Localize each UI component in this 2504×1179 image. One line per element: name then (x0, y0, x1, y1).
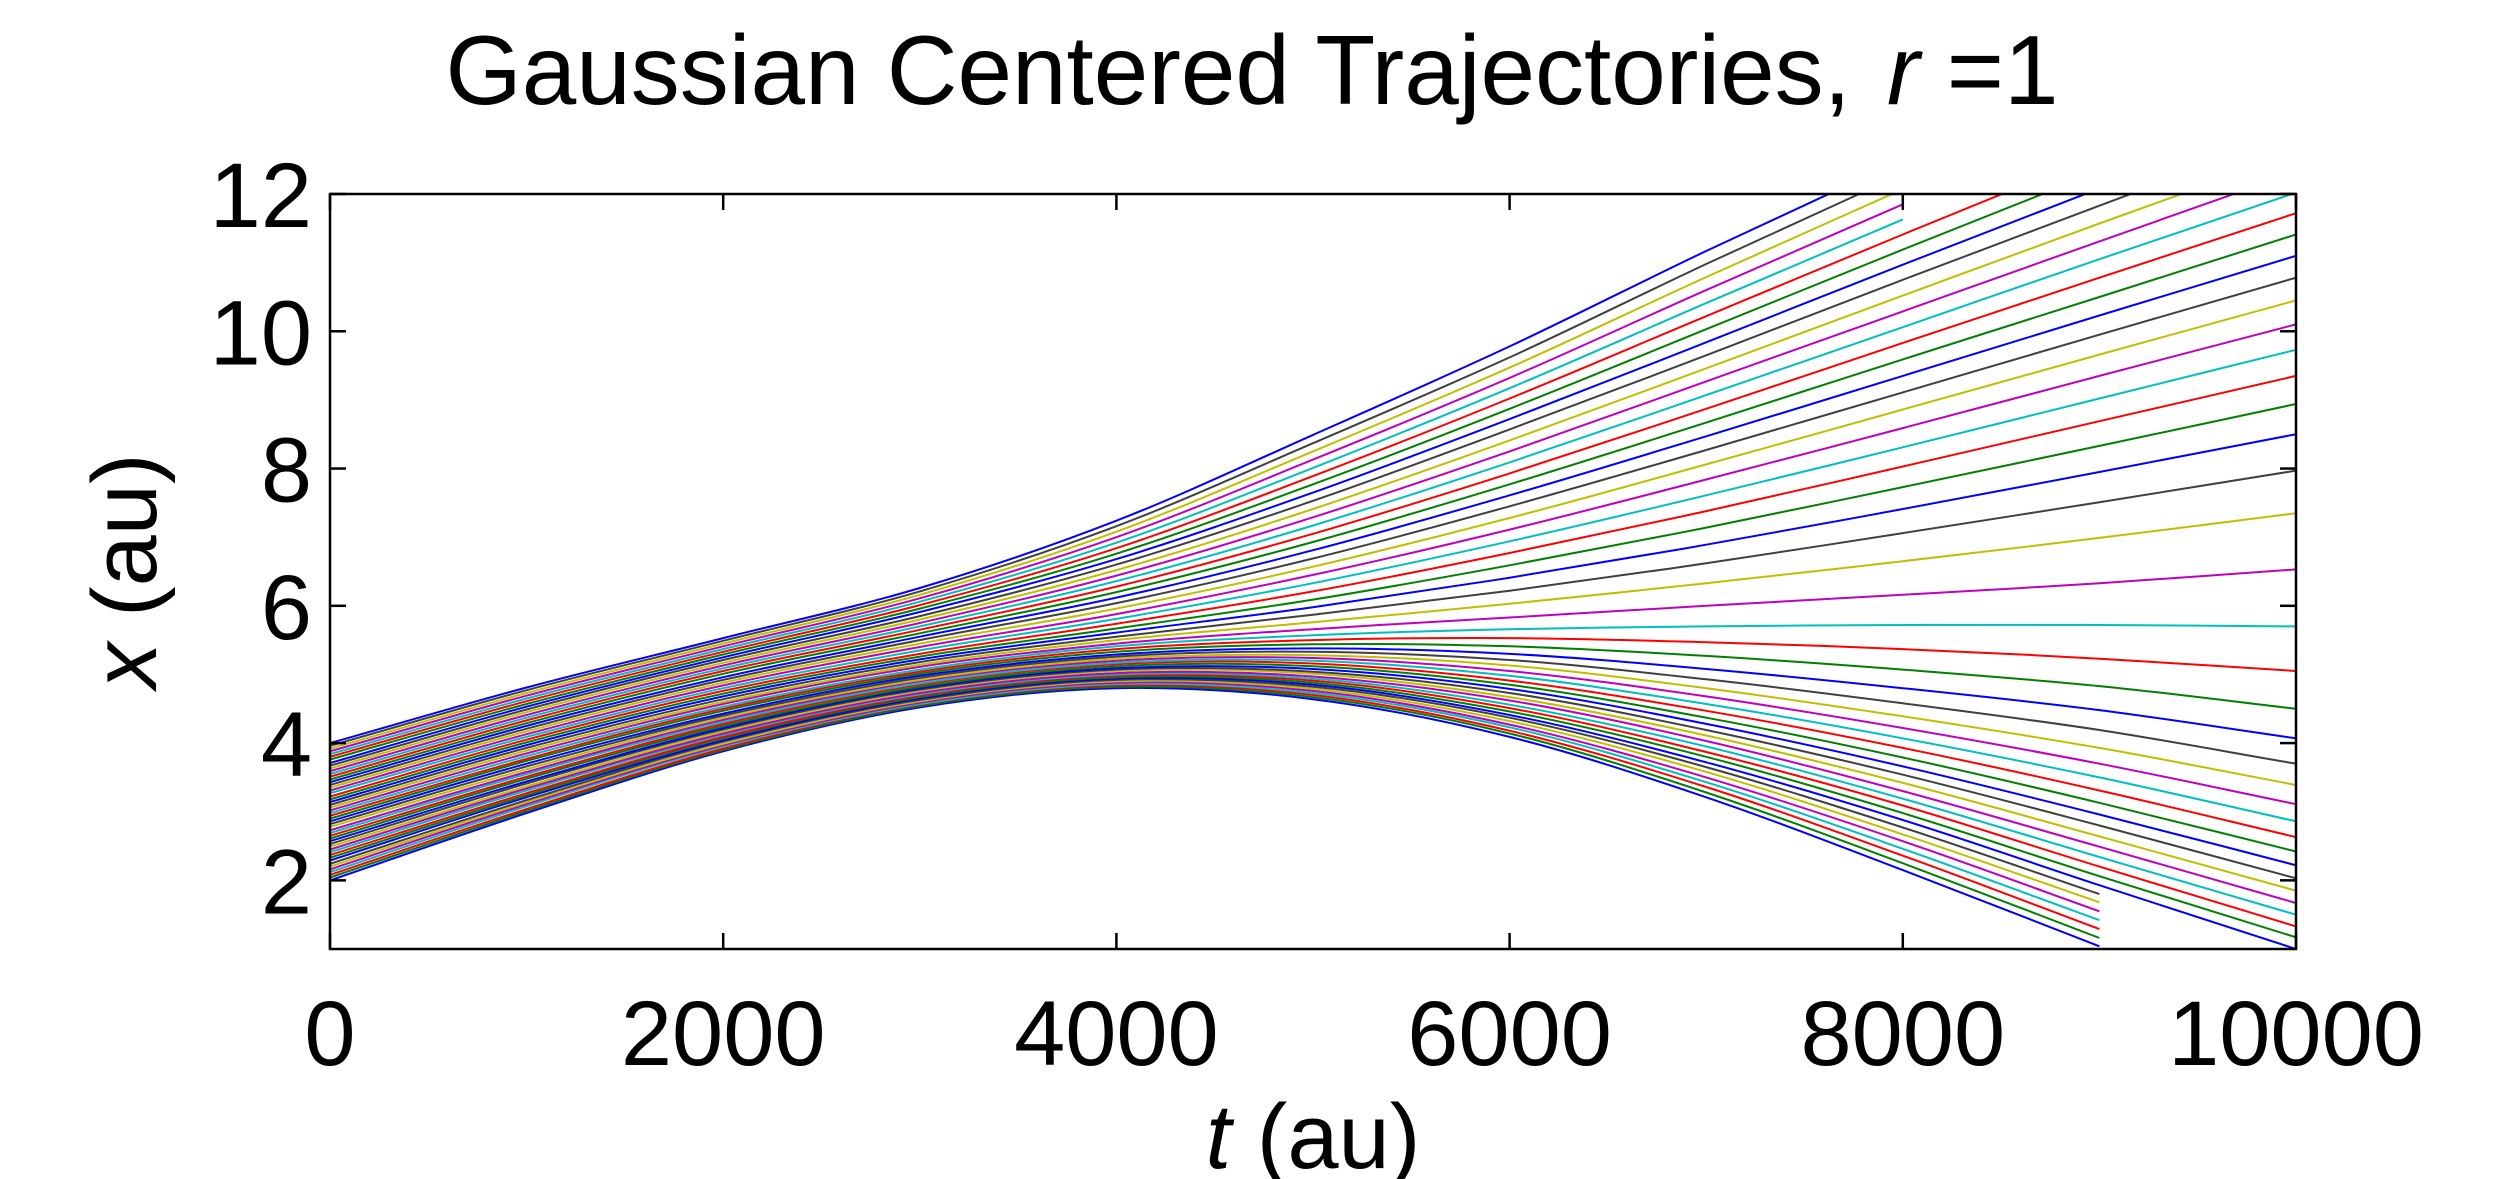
trajectory-line (330, 568, 2296, 812)
trajectory-line (330, 212, 2296, 778)
y-tick-label: 10 (210, 282, 312, 384)
ticks-layer: 0 2000 4000 6000 8000 10000 2 4 6 8 10 12 (210, 145, 2424, 1085)
trajectory-line (330, 194, 2185, 770)
trajectory-line (330, 668, 2296, 892)
y-axis-variable: x (74, 640, 176, 693)
trajectory-line (330, 323, 2296, 792)
trajectory-line (330, 433, 2296, 804)
trajectory-line (330, 194, 2005, 758)
trajectory-line (330, 650, 2296, 826)
trajectory-line (330, 662, 2296, 853)
trajectory-line (330, 656, 2296, 832)
x-tick-label: 8000 (1800, 983, 2005, 1085)
trajectory-line (330, 512, 2296, 809)
trajectory-line (330, 678, 2100, 896)
trajectory-line (330, 679, 2100, 904)
x-tick-label: 10000 (2168, 983, 2424, 1085)
trajectory-line (330, 666, 2296, 880)
trajectory-line (330, 194, 2046, 761)
y-tick-label: 2 (261, 831, 312, 933)
trajectory-line (330, 194, 2088, 764)
y-tick-label: 6 (261, 557, 312, 659)
trajectory-line (330, 684, 2100, 931)
chart-title-text: Gaussian Centered Trajectories, (446, 15, 1851, 125)
trajectory-line (330, 233, 2296, 781)
trajectory-line (330, 672, 2296, 916)
trajectory-line (330, 686, 2100, 948)
plot-frame (328, 192, 2298, 951)
trajectory-line (330, 647, 2296, 823)
trajectory-line (330, 194, 1895, 750)
trajectory-line (330, 403, 2296, 801)
chart-title: Gaussian Centered Trajectories, r =1 (446, 15, 2059, 125)
x-tick-label: 6000 (1407, 983, 1612, 1085)
series-layer (330, 194, 2296, 949)
trajectory-line (330, 374, 2296, 798)
x-tick-label: 0 (304, 983, 355, 1085)
trajectory-line (330, 653, 2296, 828)
trajectory-line (330, 299, 2296, 789)
trajectory-line (330, 660, 2296, 839)
x-tick-label: 2000 (621, 983, 826, 1085)
chart-title-variable: r (1887, 15, 1923, 125)
trajectory-line (330, 276, 2296, 786)
trajectory-line (330, 658, 2296, 834)
trajectory-line (330, 218, 1904, 756)
trajectory-line (330, 469, 2296, 806)
trajectory-line (330, 636, 2296, 817)
trajectory-line (330, 673, 2296, 928)
y-axis-unit: (au) (74, 453, 176, 642)
trajectory-line (330, 194, 1831, 745)
trajectory-line (330, 675, 2296, 939)
trajectory-line (330, 682, 2100, 922)
trajectory-line (330, 676, 2296, 949)
x-axis-variable: t (1206, 1086, 1235, 1179)
y-axis-label: x (au) (74, 453, 176, 692)
y-tick-label: 12 (210, 145, 312, 247)
trajectory-line (330, 254, 2296, 784)
trajectory-line (330, 670, 2296, 904)
x-axis-label: t (au) (1206, 1086, 1421, 1179)
trajectory-line (330, 642, 2296, 820)
trajectory-line (330, 194, 2134, 767)
x-axis-unit: (au) (1231, 1086, 1420, 1179)
trajectory-line (330, 194, 2237, 773)
trajectory-line (330, 681, 2100, 913)
x-tick-label: 4000 (1014, 983, 1219, 1085)
trajectory-line (330, 665, 2296, 867)
trajectory-line (330, 348, 2296, 795)
y-tick-label: 8 (261, 420, 312, 522)
trajectory-line (330, 623, 2296, 815)
trajectory-line (330, 194, 1862, 747)
y-tick-label: 4 (261, 694, 312, 796)
trajectory-line (330, 194, 2295, 775)
trajectory-line (330, 685, 2100, 939)
chart-title-value: =1 (1920, 15, 2059, 125)
trajectory-line (330, 203, 1904, 753)
